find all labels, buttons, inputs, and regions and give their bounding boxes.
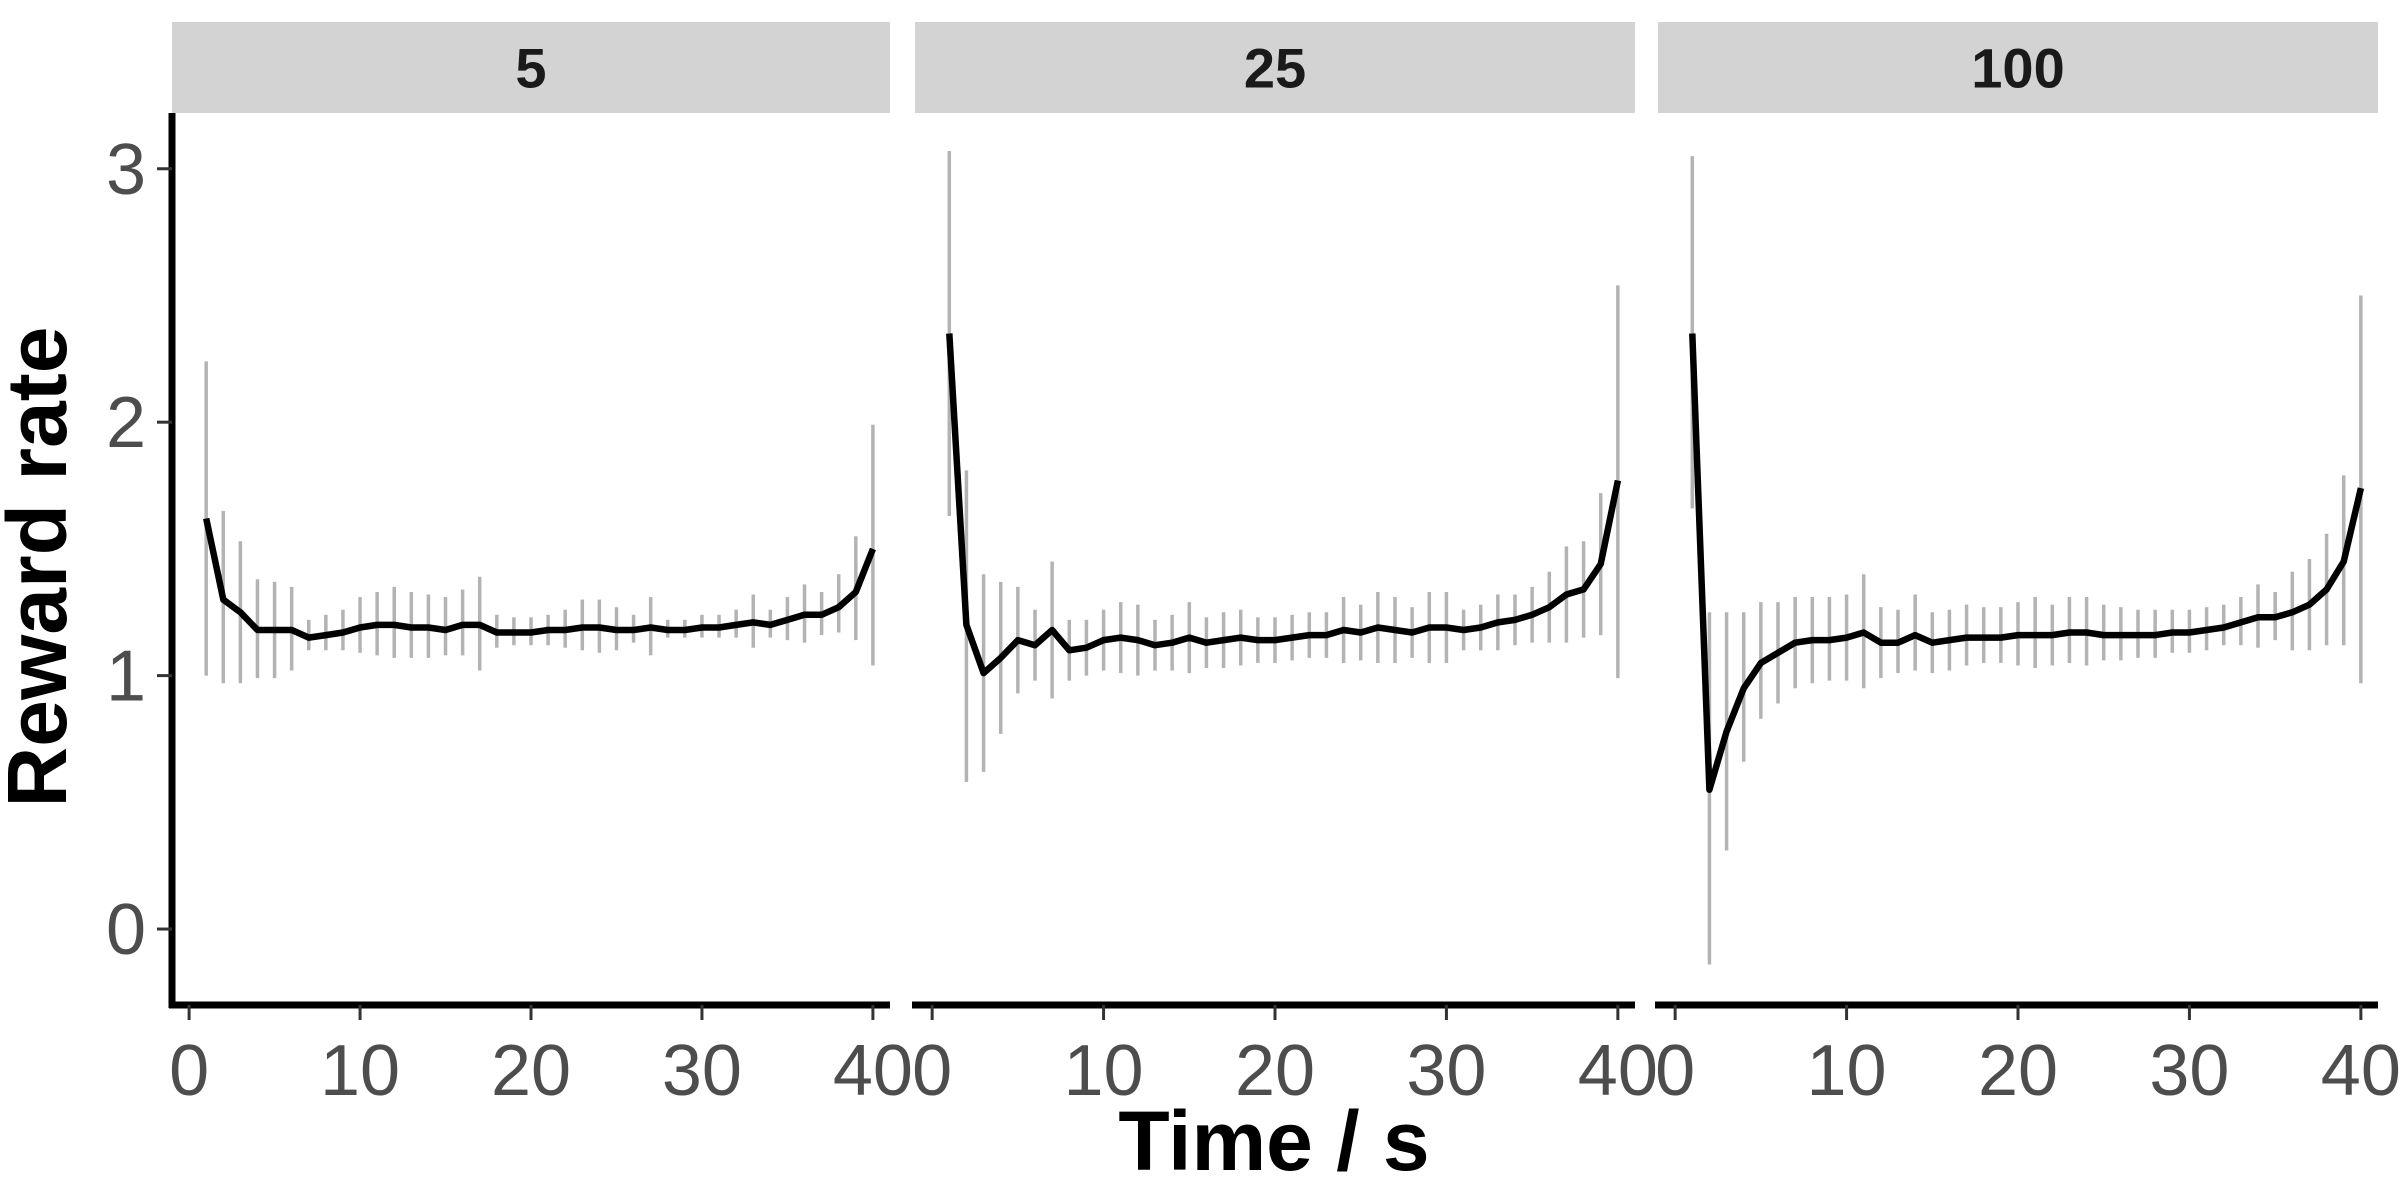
x-tick-label: 30 — [1406, 1031, 1486, 1111]
x-tick-label: 0 — [169, 1031, 209, 1111]
x-tick-label: 30 — [662, 1031, 742, 1111]
panel-25: 25 0 10 20 30 40 — [912, 22, 1658, 1111]
series-line — [203, 517, 876, 641]
x-tick-label: 20 — [491, 1031, 571, 1111]
series-line — [946, 333, 1622, 677]
panel-strip — [915, 22, 1635, 113]
x-axis-title: Time / s — [1118, 1094, 1429, 1188]
x-tick-label: 40 — [1578, 1031, 1658, 1111]
y-axis-title: Reward rate — [0, 327, 84, 808]
x-tick-label: 10 — [1064, 1031, 1144, 1111]
x-tick-label: 0 — [912, 1031, 952, 1111]
panel-strip — [1658, 22, 2378, 113]
x-tick-label: 10 — [320, 1031, 400, 1111]
panel-strip-label: 25 — [1244, 37, 1306, 100]
x-tick-label: 0 — [1655, 1031, 1695, 1111]
y-tick-label: 0 — [106, 890, 146, 970]
x-tick-label: 40 — [2321, 1031, 2400, 1111]
x-tick-label: 20 — [1235, 1031, 1315, 1111]
y-tick-label: 1 — [106, 637, 146, 717]
panel-strip-label: 100 — [1971, 37, 2064, 100]
panel-100: 100 0 10 20 30 40 — [1655, 22, 2400, 1111]
y-tick-label: 3 — [106, 130, 146, 210]
x-tick-label: 10 — [1807, 1031, 1887, 1111]
x-tick-label: 20 — [1978, 1031, 2058, 1111]
y-tick-label: 2 — [106, 383, 146, 463]
panel-strip-label: 5 — [515, 37, 546, 100]
x-tick-label: 40 — [833, 1031, 913, 1111]
panel-5: 5 0 10 20 30 40 — [169, 22, 913, 1111]
x-tick-label: 30 — [2149, 1031, 2229, 1111]
panel-strip — [172, 22, 890, 113]
series-line — [1689, 333, 2365, 793]
